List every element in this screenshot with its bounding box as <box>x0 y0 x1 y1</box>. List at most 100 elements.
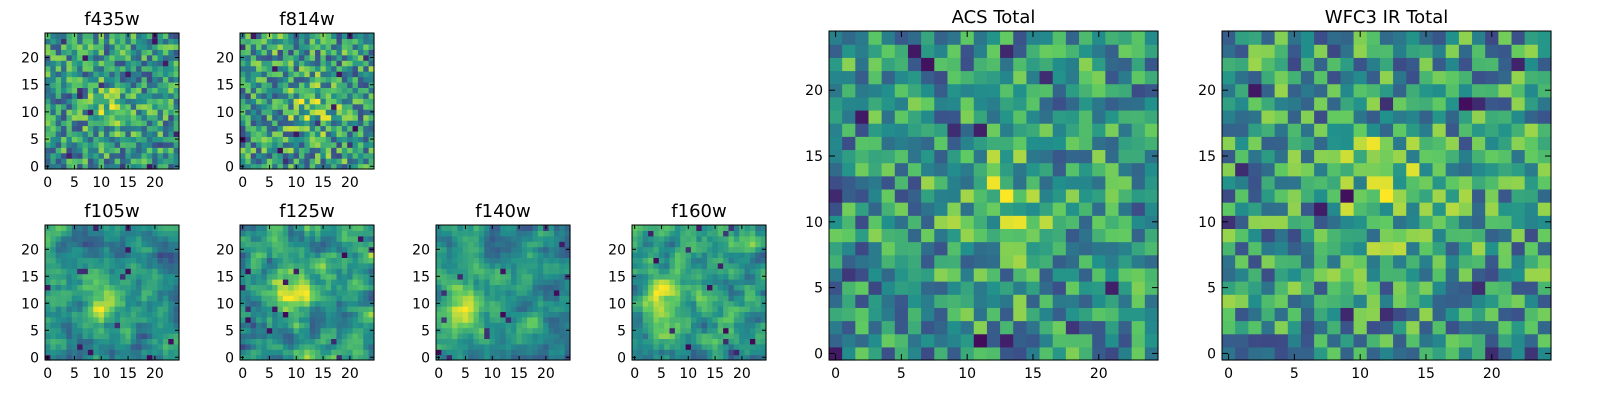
heatmap-cell <box>114 147 121 154</box>
heatmap-cell <box>298 327 305 334</box>
heatmap-cell <box>973 241 988 256</box>
heatmap-cell <box>637 354 644 361</box>
heatmap-cell <box>1419 333 1434 348</box>
heatmap-cell <box>277 241 284 248</box>
heatmap-cell <box>1000 307 1014 322</box>
heatmap-cell <box>77 354 84 361</box>
heatmap-cell <box>250 279 257 285</box>
heatmap-cell <box>157 235 164 242</box>
heatmap-cell <box>368 284 375 291</box>
heatmap-cell <box>1393 188 1407 203</box>
heatmap-cell <box>157 120 164 127</box>
heatmap-cell <box>462 284 469 291</box>
heatmap-cell <box>436 338 442 345</box>
heatmap-cell <box>1393 294 1407 308</box>
heatmap-cell <box>1013 202 1027 216</box>
heatmap-cell <box>336 33 343 40</box>
heatmap-cell <box>71 284 78 291</box>
heatmap-cell <box>701 316 708 323</box>
heatmap-cell <box>61 322 68 329</box>
heatmap-cell <box>960 136 975 151</box>
heatmap-cell <box>336 241 343 248</box>
heatmap-cell <box>559 300 566 307</box>
heatmap-cell <box>446 268 453 275</box>
heatmap-cell <box>907 202 922 216</box>
heatmap-cell <box>288 163 295 170</box>
heatmap-cell <box>114 349 121 356</box>
heatmap-cell <box>973 162 988 177</box>
heatmap-cell <box>368 338 375 345</box>
heatmap-cell <box>494 273 501 280</box>
heatmap-cell <box>77 33 84 40</box>
heatmap-cell <box>669 289 676 296</box>
heatmap-cell <box>947 267 962 282</box>
heatmap-cell <box>282 71 289 78</box>
heatmap-cell <box>1458 320 1473 335</box>
x-tick-label: 10 <box>287 366 305 382</box>
heatmap-cell <box>157 284 164 291</box>
heatmap-cell <box>98 98 105 105</box>
heatmap-cell <box>728 349 735 356</box>
heatmap-cell <box>325 284 332 291</box>
heatmap-cell <box>245 268 252 275</box>
heatmap-cell <box>157 252 164 258</box>
heatmap-cell <box>1327 241 1342 256</box>
heatmap-cell <box>325 327 332 334</box>
heatmap-cell <box>125 284 132 291</box>
heatmap-cell <box>168 235 175 242</box>
y-tick-label: 10 <box>21 105 39 121</box>
heatmap-cell <box>347 125 354 132</box>
heatmap-cell <box>71 241 78 248</box>
heatmap-cell <box>457 279 464 285</box>
heatmap-cell <box>103 49 110 56</box>
heatmap-cell <box>532 230 539 237</box>
heatmap-cell <box>707 279 713 285</box>
heatmap-cell <box>141 109 148 116</box>
heatmap-cell <box>141 343 148 350</box>
heatmap-cell <box>109 49 116 56</box>
heatmap-cell <box>331 87 338 94</box>
heatmap-cell <box>1013 215 1027 229</box>
heatmap-cell <box>282 98 289 105</box>
heatmap-cell <box>1340 281 1355 295</box>
heatmap-cell <box>50 311 57 318</box>
heatmap-cell <box>1353 202 1368 216</box>
heatmap-cell <box>50 33 57 40</box>
heatmap-cell <box>152 92 159 99</box>
heatmap-cell <box>298 273 305 280</box>
heatmap-cell <box>829 83 843 98</box>
heatmap-cell <box>55 33 62 40</box>
heatmap-cell <box>341 279 348 285</box>
heatmap-cell <box>120 284 126 291</box>
heatmap-cell <box>1432 175 1447 190</box>
heatmap-cell <box>298 92 305 99</box>
heatmap-cell <box>293 322 300 329</box>
heatmap-cell <box>934 215 949 229</box>
heatmap-cell <box>103 289 110 296</box>
heatmap-cell <box>298 306 305 312</box>
heatmap-cell <box>457 354 464 361</box>
heatmap-cell <box>315 49 321 56</box>
heatmap-cell <box>457 246 464 253</box>
heatmap-cell <box>642 257 649 264</box>
heatmap-cell <box>973 96 988 111</box>
heatmap-cell <box>548 252 555 258</box>
heatmap-cell <box>82 49 89 56</box>
heatmap-cell <box>1379 241 1394 256</box>
heatmap-cell <box>1485 228 1499 243</box>
heatmap-cell <box>109 163 116 170</box>
heatmap-cell <box>436 235 442 242</box>
axes-frame <box>631 224 767 361</box>
heatmap-cell <box>315 65 321 72</box>
heatmap-cell <box>282 230 289 237</box>
heatmap-cell <box>368 343 375 350</box>
heatmap-cell <box>256 163 263 170</box>
heatmap-cell <box>77 43 84 50</box>
heatmap-cell <box>298 225 305 231</box>
heatmap-cell <box>309 241 316 248</box>
heatmap-cell <box>664 268 671 275</box>
heatmap-cell <box>511 338 517 345</box>
heatmap-cell <box>1065 307 1080 322</box>
heatmap-cell <box>240 268 246 275</box>
heatmap-cell <box>331 246 338 253</box>
